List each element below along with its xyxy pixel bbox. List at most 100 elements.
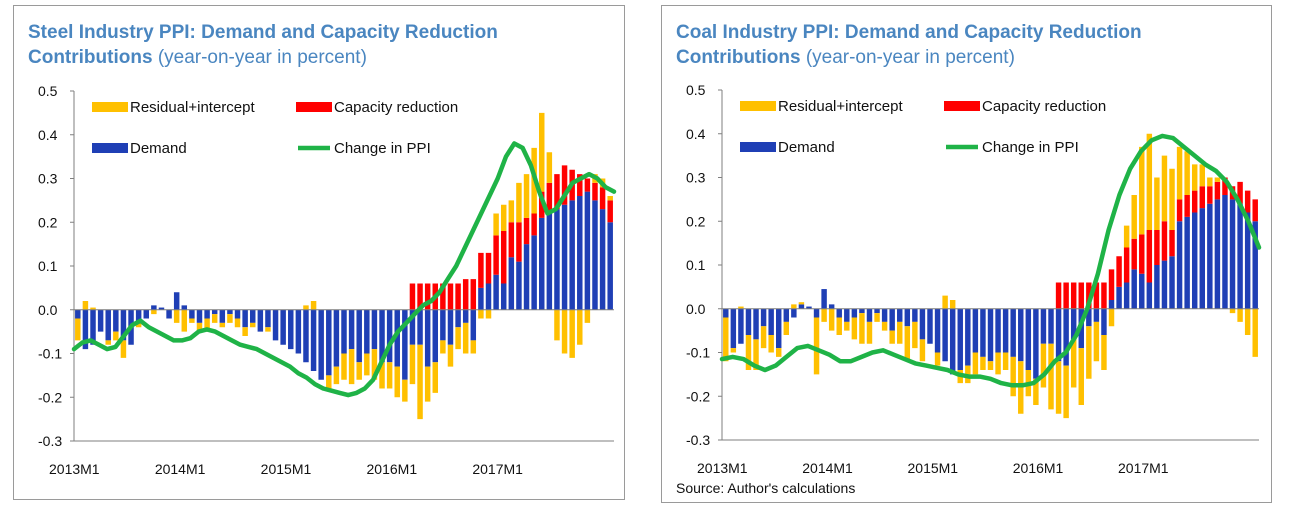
residual-bar	[813, 317, 820, 375]
demand-bar	[211, 309, 218, 315]
residual-bar	[1169, 168, 1175, 230]
legend-demand-label: Demand	[778, 139, 835, 156]
demand-bar	[1131, 269, 1137, 309]
capacity-bar	[607, 200, 613, 223]
capacity-bar	[539, 191, 545, 218]
x-tick-label: 2017M1	[472, 461, 523, 477]
x-tick-label: 2015M1	[261, 461, 312, 477]
residual-bar	[386, 362, 393, 389]
residual-bar	[1063, 365, 1069, 419]
demand-bar	[242, 309, 248, 328]
legend-capacity-label: Capacity reduction	[334, 99, 458, 116]
residual-bar	[569, 309, 575, 358]
demand-bar	[592, 200, 598, 310]
demand-bar	[1093, 308, 1100, 322]
demand-bar	[607, 222, 613, 310]
capacity-bar	[1078, 282, 1084, 309]
residual-bar	[326, 375, 332, 389]
demand-bar	[1055, 308, 1062, 362]
demand-bar	[1108, 300, 1115, 309]
demand-bar	[577, 196, 583, 310]
residual-bar	[995, 352, 1001, 375]
residual-bar	[470, 340, 477, 354]
demand-bar	[364, 309, 370, 354]
capacity-bar	[523, 217, 530, 245]
demand-bar	[919, 308, 926, 340]
demand-bar	[356, 309, 362, 363]
residual-bar	[753, 339, 759, 370]
x-tick-label: 2017M1	[1118, 460, 1169, 476]
y-tick-label: 0.4	[38, 127, 58, 143]
residual-bar	[303, 305, 309, 310]
demand-bar	[1146, 282, 1153, 309]
demand-bar	[1086, 308, 1092, 327]
demand-bar	[1033, 308, 1039, 379]
demand-bar	[462, 309, 469, 323]
demand-bar	[599, 209, 606, 310]
demand-bar	[288, 309, 294, 350]
residual-bar	[120, 340, 127, 358]
demand-bar	[995, 308, 1001, 353]
residual-bar	[1086, 326, 1092, 379]
capacity-bar	[1146, 230, 1153, 283]
demand-bar	[272, 309, 279, 341]
chart-title-main: Steel Industry PPI: Demand and Capacity …	[28, 22, 498, 68]
residual-bar	[417, 344, 423, 420]
capacity-bar	[1244, 190, 1251, 213]
residual-bar	[1184, 151, 1190, 195]
demand-bar	[1002, 308, 1009, 353]
demand-bar	[386, 309, 393, 363]
y-tick-label: 0.5	[686, 82, 706, 98]
demand-bar	[723, 308, 729, 318]
residual-bar	[516, 182, 522, 223]
y-tick-label: 0.2	[686, 213, 706, 229]
residual-bar	[105, 340, 111, 345]
residual-bar	[949, 300, 956, 309]
residual-bar	[919, 339, 926, 362]
capacity-bar	[1161, 221, 1168, 261]
source-note: Source: Author's calculations	[676, 480, 856, 496]
demand-bar	[493, 274, 499, 310]
capacity-bar	[462, 279, 469, 310]
residual-bar	[980, 356, 986, 370]
y-tick-label: -0.3	[686, 432, 710, 448]
residual-bar	[211, 314, 218, 323]
capacity-bar	[478, 252, 484, 288]
residual-bar	[265, 327, 271, 332]
residual-bar	[219, 322, 226, 328]
x-tick-label: 2015M1	[908, 460, 959, 476]
demand-bar	[987, 308, 994, 362]
demand-bar	[836, 308, 842, 318]
x-tick-label: 2014M1	[155, 461, 206, 477]
capacity-bar	[546, 182, 553, 214]
y-tick-label: -0.1	[686, 345, 710, 361]
demand-bar	[1025, 308, 1032, 370]
residual-bar	[889, 330, 895, 344]
demand-bar	[561, 204, 568, 310]
residual-bar	[859, 313, 865, 344]
legend-residual-swatch	[92, 102, 128, 112]
demand-bar	[972, 308, 979, 353]
residual-bar	[173, 309, 180, 323]
demand-bar	[303, 309, 309, 363]
demand-bar	[1244, 212, 1251, 309]
y-tick-label: 0.0	[38, 302, 58, 318]
capacity-bar	[1169, 230, 1175, 257]
y-tick-label: 0.1	[686, 257, 706, 273]
demand-bar	[738, 308, 744, 344]
demand-bar	[326, 309, 332, 376]
capacity-bar	[1207, 186, 1213, 204]
demand-bar	[470, 309, 477, 341]
demand-bar	[768, 308, 774, 335]
demand-bar	[874, 308, 880, 314]
chart-title: Coal Industry PPI: Demand and Capacity R…	[676, 20, 1256, 70]
demand-bar	[508, 257, 515, 310]
legend-capacity-swatch	[944, 101, 980, 111]
residual-bar	[523, 174, 530, 218]
x-tick-label: 2016M1	[1013, 460, 1064, 476]
capacity-bar	[493, 235, 499, 275]
capacity-bar	[1252, 199, 1258, 222]
demand-bar	[783, 308, 790, 322]
demand-bar	[204, 309, 210, 319]
demand-bar	[1139, 273, 1145, 309]
